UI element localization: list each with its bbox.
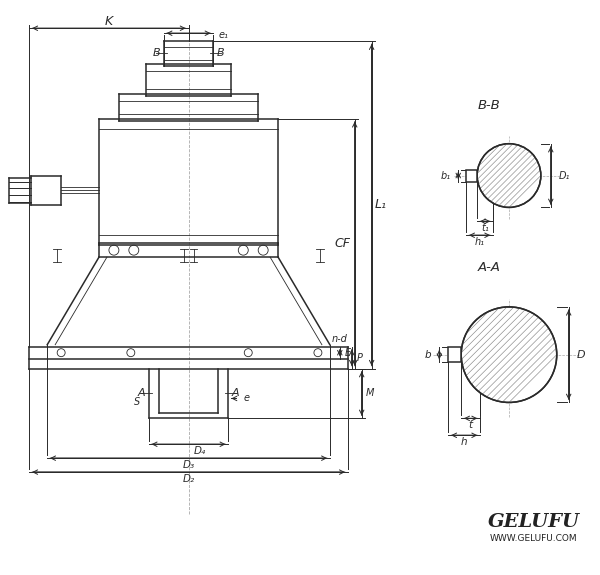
Text: A: A [138, 389, 146, 398]
Circle shape [477, 144, 541, 208]
Text: P: P [357, 352, 362, 363]
Text: K: K [105, 15, 113, 28]
Text: WWW.GELUFU.COM: WWW.GELUFU.COM [490, 534, 578, 543]
Text: t: t [469, 420, 473, 430]
Text: b₁: b₁ [440, 171, 450, 181]
Text: D₄: D₄ [194, 446, 206, 456]
Text: e₁: e₁ [218, 30, 228, 40]
Text: D₁: D₁ [559, 171, 570, 181]
Text: e: e [243, 393, 249, 404]
Text: t₁: t₁ [481, 223, 489, 233]
Text: B: B [153, 48, 161, 58]
Text: D: D [577, 350, 585, 360]
Text: E: E [345, 348, 351, 358]
Text: GELUFU: GELUFU [488, 513, 580, 531]
Text: b: b [425, 350, 431, 360]
Text: h: h [461, 437, 467, 447]
Bar [466, 170, 477, 182]
Text: S: S [134, 397, 140, 408]
Text: D₂: D₂ [182, 474, 194, 484]
Text: CF: CF [335, 237, 351, 250]
Text: B-B: B-B [478, 99, 500, 112]
Circle shape [461, 307, 557, 402]
Text: B: B [217, 48, 224, 58]
Text: A-A: A-A [478, 260, 500, 274]
Text: A: A [232, 389, 239, 398]
Text: L₁: L₁ [374, 198, 386, 212]
Text: D₃: D₃ [182, 460, 194, 470]
Bar [448, 347, 461, 362]
Text: n-d: n-d [332, 334, 348, 344]
Text: M: M [365, 389, 374, 398]
Text: h₁: h₁ [475, 237, 485, 247]
